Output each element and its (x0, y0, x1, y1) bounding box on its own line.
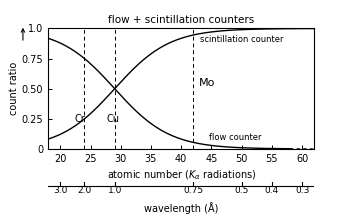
Y-axis label: count ratio: count ratio (9, 62, 19, 115)
Text: Mo: Mo (199, 78, 216, 88)
Title: flow + scintillation counters: flow + scintillation counters (108, 15, 254, 25)
Text: wavelength (Å): wavelength (Å) (144, 202, 218, 214)
Text: Cr: Cr (74, 114, 85, 124)
Text: 0.3: 0.3 (295, 186, 309, 195)
Text: 0.5: 0.5 (235, 186, 249, 195)
Text: Cu: Cu (107, 114, 120, 124)
X-axis label: atomic number ($K_{\alpha}$ radiations): atomic number ($K_{\alpha}$ radiations) (107, 168, 256, 182)
Text: 0.4: 0.4 (265, 186, 279, 195)
Text: 1.0: 1.0 (107, 186, 122, 195)
Text: flow counter: flow counter (209, 133, 262, 142)
Text: 3.0: 3.0 (53, 186, 67, 195)
Text: 2.0: 2.0 (77, 186, 92, 195)
Text: 0.75: 0.75 (183, 186, 203, 195)
Text: scintillation counter: scintillation counter (200, 35, 283, 44)
